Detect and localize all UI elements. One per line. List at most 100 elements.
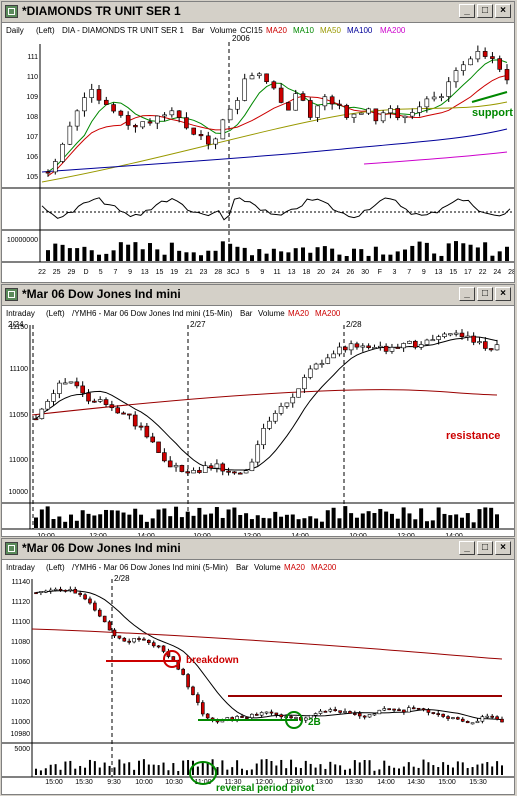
volume-bar [203, 514, 208, 528]
ma200-line [31, 389, 498, 416]
volume-bar [79, 765, 82, 775]
price-bar [307, 368, 313, 378]
price-bar [250, 713, 254, 718]
y-tick: 10980 [11, 731, 31, 738]
price-bar [448, 333, 453, 336]
price-bar [328, 709, 333, 712]
volume-bar [344, 255, 349, 261]
intraday-5min-canvas: Intraday (Left) /YMH6 - Mar 06 Dow Jones… [2, 563, 514, 794]
price-bar [413, 340, 418, 348]
y-tick: 11080 [11, 639, 30, 646]
volume-bar [264, 253, 269, 261]
price-bar [490, 56, 495, 59]
y-tick: 11150 [10, 324, 29, 331]
price-bar [117, 635, 122, 639]
minimize-button[interactable]: _ [459, 4, 475, 18]
volume-bar [491, 766, 494, 775]
price-bar [442, 333, 447, 337]
price-bar [278, 406, 284, 414]
x-axis-label: 25 [53, 269, 61, 276]
x-axis-label: 10:00 [349, 533, 367, 536]
volume-bars [46, 241, 509, 261]
x-axis-label: 9 [260, 269, 264, 276]
x-axis-label: 9 [422, 269, 426, 276]
price-bar [137, 638, 141, 640]
volume-bar [82, 246, 87, 261]
volume-bar [468, 244, 473, 261]
price-bar [52, 161, 58, 173]
volume-bar [241, 768, 244, 775]
intraday-5min-titlebar[interactable]: *Mar 06 Dow Jones Ind mini _ □ × [2, 539, 514, 560]
price-bar [261, 428, 266, 446]
x-axis-label: 30 [361, 269, 369, 276]
price-bar [267, 420, 272, 429]
maximize-button[interactable]: □ [477, 287, 493, 301]
price-bar [39, 408, 45, 419]
price-bar [78, 592, 82, 596]
close-button[interactable]: × [495, 541, 511, 555]
price-bar [142, 638, 146, 641]
price-bar [315, 105, 320, 118]
volume-bar [430, 520, 435, 528]
x-axis-label: 28 [508, 269, 514, 276]
price-bar [171, 656, 176, 661]
volume-bar [213, 250, 218, 261]
price-bar [68, 381, 74, 384]
price-bar [392, 708, 396, 711]
price-bar [169, 110, 175, 116]
chart-period: Intraday [6, 563, 35, 572]
price-bar [431, 712, 436, 714]
date-label: 2/28 [114, 574, 130, 583]
price-bar [138, 425, 144, 428]
volume-bar [378, 508, 383, 528]
maximize-button[interactable]: □ [477, 4, 493, 18]
volume-bar [196, 766, 199, 775]
price-bar [279, 714, 284, 718]
volume-bar [299, 768, 302, 775]
minimize-button[interactable]: _ [459, 541, 475, 555]
volume-bar [98, 514, 103, 528]
volume-bar [84, 767, 87, 775]
y-tick: 108 [26, 114, 38, 121]
volume-bar [139, 514, 144, 528]
price-bar [173, 465, 179, 468]
price-bar [220, 463, 226, 472]
price-bar [372, 713, 377, 716]
price-bar [213, 138, 218, 145]
volume-bar [59, 769, 62, 775]
chart-volume-label: Volume [254, 563, 281, 572]
price-bar [360, 345, 366, 348]
maximize-button[interactable]: □ [477, 541, 493, 555]
volume-bar [103, 762, 106, 775]
volume-bar [147, 764, 150, 775]
volume-bar [133, 769, 136, 775]
daily-chart-titlebar[interactable]: *DIAMONDS TR UNIT SER 1 _ □ × [2, 2, 514, 23]
x-axis-label: 28 [214, 269, 222, 276]
volume-bar [228, 243, 233, 261]
volume-bar [255, 763, 258, 775]
chart-type: Bar [240, 309, 253, 318]
chart-window-icon [5, 288, 18, 301]
resistance-annotation: resistance [446, 430, 500, 442]
ma50-line [41, 101, 508, 183]
minimize-button[interactable]: _ [459, 287, 475, 301]
volume-bar [270, 760, 273, 775]
price-bar [191, 686, 195, 696]
price-bar [293, 93, 299, 111]
legend-ma10: MA10 [293, 26, 314, 35]
price-bar [431, 96, 437, 100]
y-tick: 11000 [11, 719, 30, 726]
volume-bar [477, 509, 482, 528]
volume-bar [235, 246, 240, 261]
volume-bar [490, 255, 495, 261]
x-axis-label: 19 [170, 269, 178, 276]
volume-bar [257, 249, 262, 261]
close-button[interactable]: × [495, 287, 511, 301]
price-bar [150, 436, 156, 443]
price-bar [495, 716, 499, 720]
intraday-15min-titlebar[interactable]: *Mar 06 Dow Jones Ind mini _ □ × [2, 285, 514, 306]
volume-bar [167, 770, 170, 775]
volume-bar [359, 249, 364, 261]
close-button[interactable]: × [495, 4, 511, 18]
x-axis-label: 12:30 [285, 779, 303, 786]
